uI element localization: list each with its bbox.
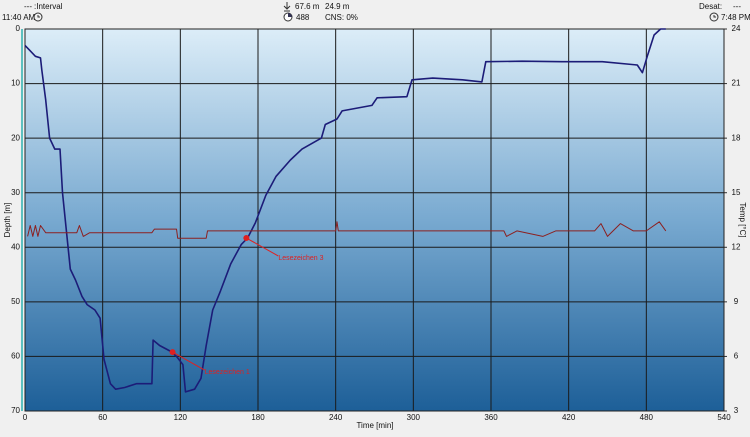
x-tick-label: 540: [717, 413, 731, 422]
y2-tick-label: 21: [732, 79, 741, 88]
y2-axis-title: Temp [°C]: [738, 202, 747, 237]
y2-tick-label: 6: [734, 352, 739, 361]
y-tick-label: 50: [11, 297, 20, 306]
y2-tick-label: 3: [734, 406, 739, 415]
y-tick-label: 10: [11, 79, 20, 88]
max-depth: 67.6 m: [295, 2, 320, 11]
x-tick-label: 120: [174, 413, 188, 422]
annotation-label: Lesezeichen 3: [278, 255, 323, 262]
x-tick-label: 360: [484, 413, 498, 422]
y-tick-label: 0: [16, 24, 21, 33]
annotation-marker: [243, 235, 250, 242]
annotation-leader: [172, 351, 205, 371]
y-tick-label: 70: [11, 406, 20, 415]
y2-tick-label: 12: [732, 242, 741, 251]
y-tick-label: 40: [11, 242, 20, 251]
y-tick-label: 60: [11, 352, 20, 361]
plot-area: [25, 29, 724, 411]
interval: :Interval: [34, 2, 63, 11]
y2-tick-label: 9: [734, 297, 739, 306]
cns: CNS: 0%: [325, 13, 358, 22]
y2-tick-label: 18: [732, 133, 741, 142]
x-axis-title: Time [min]: [356, 421, 393, 430]
x-tick-label: 60: [98, 413, 107, 422]
duration-icon: [283, 12, 293, 22]
x-tick-label: 0: [23, 413, 28, 422]
depth-icon: [283, 2, 291, 12]
end-time: 7:48 PM: [721, 13, 750, 22]
clock-icon: [33, 12, 43, 22]
y2-tick-label: 15: [732, 188, 741, 197]
series-line: [27, 221, 667, 239]
plot-frame: [24, 28, 725, 412]
duration: 488: [296, 13, 310, 22]
clock-icon: [709, 12, 719, 22]
y-tick-label: 20: [11, 133, 20, 142]
desat-value: ---: [733, 2, 741, 11]
annotation-leader: [246, 237, 279, 257]
x-tick-label: 180: [251, 413, 265, 422]
desat-label: Desat:: [699, 2, 722, 11]
annotation-marker: [169, 349, 176, 356]
x-tick-label: 240: [329, 413, 343, 422]
x-tick-label: 420: [562, 413, 576, 422]
interval-dash: ---: [24, 2, 32, 11]
series-line: [24, 28, 666, 393]
start-time: 11:40 AM: [2, 13, 36, 22]
annotation-label: Lesezeichen 1: [205, 369, 250, 376]
y-axis-title: Depth [m]: [3, 203, 12, 238]
avg-depth: 24.9 m: [325, 2, 350, 11]
x-tick-label: 480: [640, 413, 654, 422]
y2-tick-label: 24: [732, 24, 741, 33]
y-tick-label: 30: [11, 188, 20, 197]
x-tick-label: 300: [407, 413, 421, 422]
